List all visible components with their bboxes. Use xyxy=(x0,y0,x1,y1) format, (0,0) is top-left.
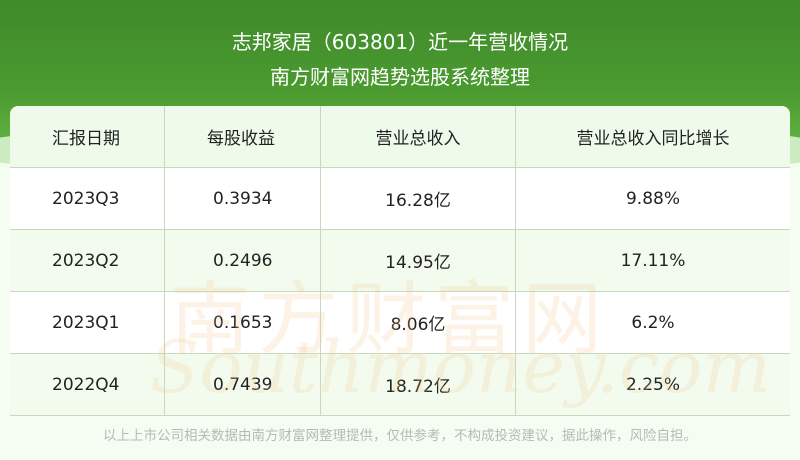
table-cell: 2023Q2 xyxy=(10,230,165,291)
table-cell: 0.2496 xyxy=(165,230,321,291)
table-cell: 2.25% xyxy=(625,374,680,395)
table-cell: 6.2% xyxy=(631,312,675,333)
table-cell: 2022Q4 xyxy=(10,354,165,415)
table-cell: 0.7439 xyxy=(165,354,321,415)
page-subtitle: 南方财富网趋势选股系统整理 xyxy=(270,65,530,89)
table-cell: 2023Q1 xyxy=(10,292,165,353)
column-header: 营业总收入 xyxy=(321,106,516,167)
table-cell: 2023Q3 xyxy=(10,168,165,229)
disclaimer: 以上上市公司相关数据由南方财富网整理提供，仅供参考，不构成投资建议，据此操作，风… xyxy=(103,428,697,444)
column-header: 营业总收入同比增长 xyxy=(576,129,730,149)
page-title: 志邦家居（603801）近一年营收情况 xyxy=(231,30,569,54)
table-cell: 14.95亿 xyxy=(321,230,516,291)
table-cell: 0.3934 xyxy=(165,168,321,229)
table-cell: 16.28亿 xyxy=(321,168,516,229)
table-row: 2023Q2 0.2496 14.95亿 17.11% xyxy=(10,230,790,292)
table-row: 2023Q3 0.3934 16.28亿 9.88% xyxy=(10,168,790,230)
table-row: 2022Q4 0.7439 18.72亿 2.25% xyxy=(10,354,790,416)
table-cell: 0.1653 xyxy=(165,292,321,353)
column-header: 汇报日期 xyxy=(10,106,165,167)
table-cell: 17.11% xyxy=(620,250,686,271)
table-cell: 9.88% xyxy=(625,188,680,209)
table-cell: 8.06亿 xyxy=(321,292,516,353)
table-row: 2023Q1 0.1653 8.06亿 6.2% xyxy=(10,292,790,354)
table-header-row: 汇报日期 每股收益 营业总收入 营业总收入同比增长 xyxy=(10,106,790,168)
table-cell: 18.72亿 xyxy=(321,354,516,415)
column-header: 每股收益 xyxy=(165,106,321,167)
revenue-table: 汇报日期 每股收益 营业总收入 营业总收入同比增长 2023Q3 0.3934 … xyxy=(10,106,790,416)
